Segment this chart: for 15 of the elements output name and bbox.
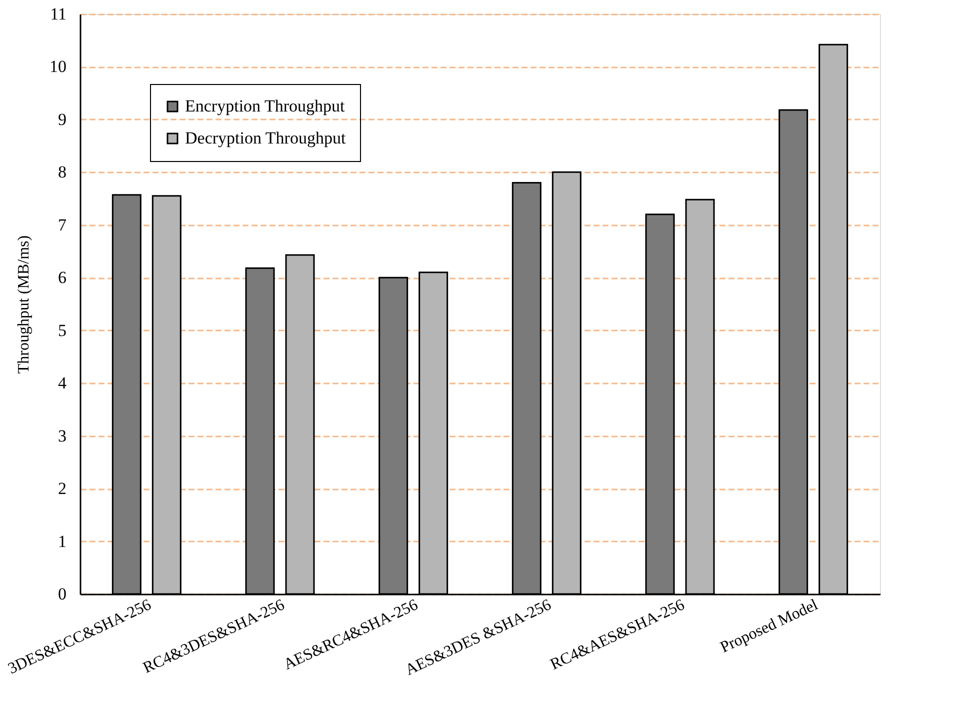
y-axis-title: Throughput (MB/ms) xyxy=(16,235,32,374)
legend-label: Decryption Throughput xyxy=(185,128,346,148)
y-tick-label: 5 xyxy=(58,320,66,340)
y-tick-label: 11 xyxy=(50,4,66,24)
y-tick-label: 4 xyxy=(58,374,67,393)
y-tick-label: 0 xyxy=(58,584,66,604)
y-tick-label: 2 xyxy=(58,479,66,498)
y-tick-label: 1 xyxy=(58,532,66,551)
y-tick-label: 3 xyxy=(58,426,66,446)
y-tick-label: 8 xyxy=(58,162,66,182)
y-tick-label: 6 xyxy=(58,268,66,288)
y-tick-label: 10 xyxy=(50,57,66,76)
legend-label: Encryption Throughput xyxy=(185,96,346,116)
y-tick-label: 7 xyxy=(58,215,67,234)
y-tick-label: 9 xyxy=(58,110,66,129)
